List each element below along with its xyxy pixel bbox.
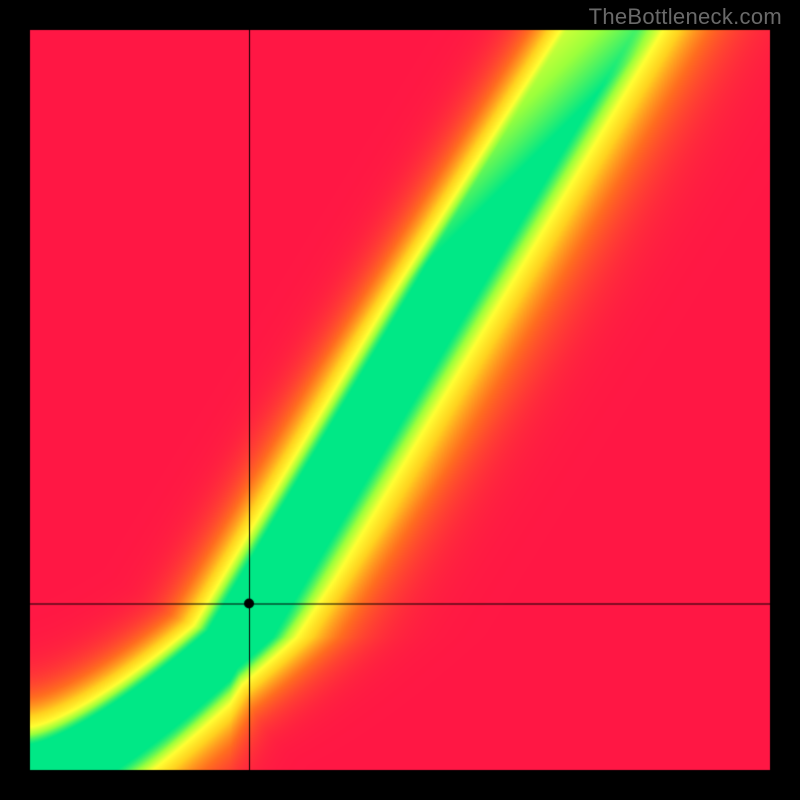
watermark-text: TheBottleneck.com: [589, 4, 782, 30]
chart-container: TheBottleneck.com: [0, 0, 800, 800]
bottleneck-heatmap-canvas: [0, 0, 800, 800]
